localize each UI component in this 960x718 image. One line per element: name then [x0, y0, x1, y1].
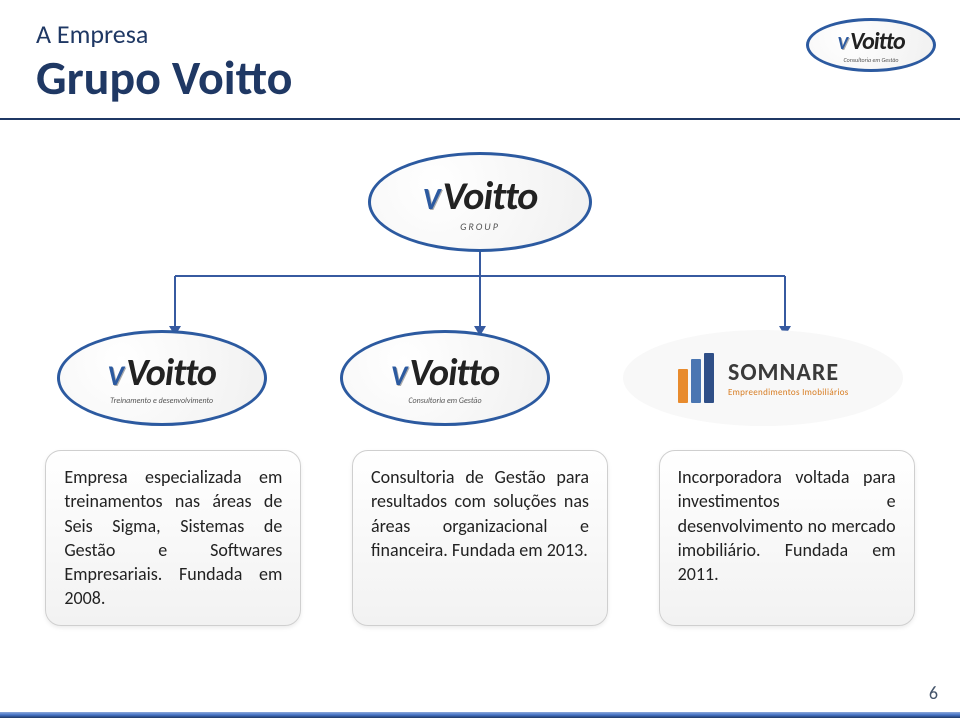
- description-card: Consultoria de Gestão para resultados co…: [352, 450, 608, 626]
- logo-v-mark-icon: V: [107, 358, 124, 393]
- description-text: Consultoria de Gestão para resultados co…: [371, 465, 589, 562]
- description-cards-row: Empresa especializada em treinamentos na…: [0, 450, 960, 626]
- voitto-oval-logo-icon: V Voitto GROUP: [368, 152, 592, 252]
- logo-v-mark-icon: V: [391, 358, 408, 393]
- org-chart-connectors-icon: [0, 252, 960, 342]
- title-underline: [0, 118, 960, 120]
- slide: A Empresa Grupo Voitto V Voitto Consulto…: [0, 0, 960, 718]
- logo-v-mark-icon: V: [837, 32, 848, 54]
- child-logo-consulting: V Voitto Consultoria em Gestão: [340, 330, 550, 426]
- corner-logo-tag: Consultoria em Gestão: [844, 56, 899, 64]
- logo-wordmark: Voitto: [409, 350, 499, 396]
- description-card: Incorporadora voltada para investimentos…: [659, 450, 915, 626]
- child-logo-training: V Voitto Treinamento e desenvolvimento: [57, 330, 267, 426]
- parent-logo: V Voitto GROUP: [368, 152, 592, 252]
- description-text: Empresa especializada em treinamentos na…: [64, 465, 282, 611]
- somnare-brand-name: SOMNARE: [728, 358, 849, 387]
- voitto-oval-logo-icon: V Voitto Treinamento e desenvolvimento: [57, 330, 267, 426]
- voitto-oval-logo-icon: V Voitto Consultoria em Gestão: [340, 330, 550, 426]
- somnare-logo-icon: SOMNARE Empreendimentos Imobiliários: [623, 330, 903, 426]
- child-logo-somnare: SOMNARE Empreendimentos Imobiliários: [623, 330, 903, 426]
- logo-wordmark: Voitto: [126, 350, 216, 396]
- somnare-bars-icon: [678, 353, 718, 403]
- section-label: A Empresa: [36, 18, 148, 50]
- logo-v-mark-icon: V: [423, 181, 441, 218]
- child-logo-tag: Consultoria em Gestão: [408, 396, 481, 406]
- logo-wordmark: Voitto: [442, 171, 537, 220]
- voitto-oval-logo-icon: V Voitto Consultoria em Gestão: [806, 18, 936, 72]
- corner-logo: V Voitto Consultoria em Gestão: [806, 18, 936, 72]
- child-logos-row: V Voitto Treinamento e desenvolvimento V…: [0, 330, 960, 426]
- page-number: 6: [929, 682, 938, 704]
- child-logo-tag: Treinamento e desenvolvimento: [110, 396, 213, 406]
- description-card: Empresa especializada em treinamentos na…: [45, 450, 301, 626]
- logo-wordmark: Voitto: [850, 27, 905, 56]
- parent-logo-tag: GROUP: [460, 220, 500, 233]
- somnare-subline: Empreendimentos Imobiliários: [728, 387, 849, 398]
- footer-accent-bar-icon: [0, 712, 960, 718]
- page-title: Grupo Voitto: [36, 48, 292, 107]
- description-text: Incorporadora voltada para investimentos…: [678, 465, 896, 586]
